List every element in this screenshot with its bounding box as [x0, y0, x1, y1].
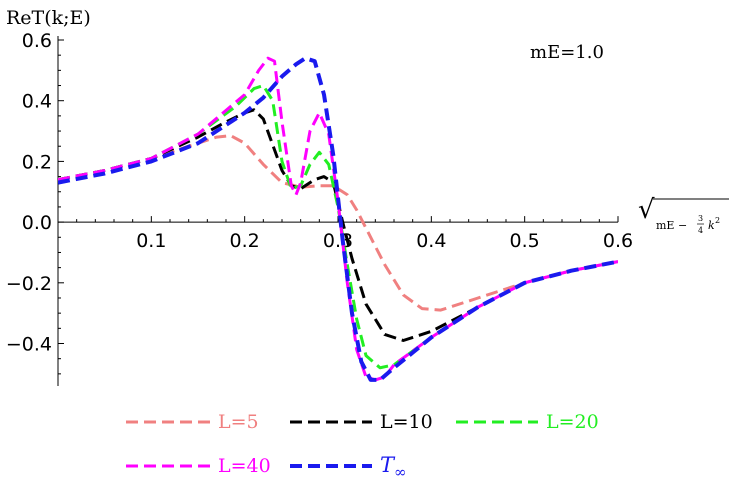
- legend-item-l10: L=10: [290, 411, 433, 433]
- series-line-4: [58, 56, 618, 382]
- legend-label-l10: L=10: [380, 411, 433, 433]
- legend-label-tinf: T∞: [380, 453, 407, 481]
- legend-label-l40: L=40: [218, 455, 271, 477]
- series-line-3: [58, 56, 618, 382]
- x-axis-label-var: k: [708, 219, 715, 232]
- legend-item-l40: L=40: [126, 455, 271, 477]
- series-layer: [58, 56, 618, 382]
- legend-item-l5: L=5: [126, 411, 259, 433]
- series-line-1: [58, 108, 618, 342]
- x-axis-label-num: 3: [698, 214, 703, 223]
- x-axis-label-den: 4: [698, 226, 703, 235]
- x-axis-label-prefix: mE −: [656, 219, 687, 232]
- legend-item-l20: L=20: [456, 411, 599, 433]
- x-tick-label: 0.5: [510, 230, 540, 252]
- legend-label-l5: L=5: [218, 411, 259, 433]
- y-tick-label: −0.2: [6, 273, 52, 295]
- annotation-me: mE=1.0: [530, 42, 604, 63]
- x-tick-label: 0.1: [136, 230, 166, 252]
- y-tick-label: 0.2: [22, 151, 52, 173]
- x-tick-label: 0.6: [603, 230, 633, 252]
- axes: −0.4−0.20.00.20.40.60.1 0.2 0.3 0.4 0.5 0.6: [6, 30, 633, 386]
- series-line-2: [58, 84, 618, 370]
- legend: L=5 L=10 L=20 L=40 T∞: [126, 411, 599, 481]
- x-axis-label: √ mE − 3 4 k 2: [638, 195, 729, 235]
- series-line-0: [58, 134, 618, 312]
- x-tick-label: 0.2: [230, 230, 260, 252]
- y-tick-label: 0.4: [22, 91, 52, 113]
- legend-label-l20: L=20: [546, 411, 599, 433]
- svg-text:√: √: [638, 195, 655, 225]
- x-tick-label: 0.4: [416, 230, 446, 252]
- legend-item-tinf: T∞: [290, 453, 407, 481]
- y-tick-label: 0.0: [22, 212, 52, 234]
- x-axis-label-exp: 2: [715, 216, 720, 225]
- y-tick-label: 0.6: [22, 30, 52, 52]
- y-tick-label: −0.4: [6, 334, 52, 356]
- y-axis-label: ReT(k;E): [6, 7, 91, 29]
